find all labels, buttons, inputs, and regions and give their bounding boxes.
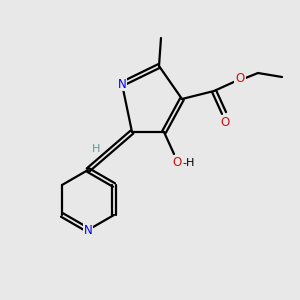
Text: -H: -H xyxy=(183,158,195,168)
Text: N: N xyxy=(84,224,92,236)
Text: O: O xyxy=(172,155,182,169)
Text: H: H xyxy=(92,144,100,154)
Text: N: N xyxy=(118,77,126,91)
Text: O: O xyxy=(236,73,244,85)
Text: O: O xyxy=(220,116,230,128)
